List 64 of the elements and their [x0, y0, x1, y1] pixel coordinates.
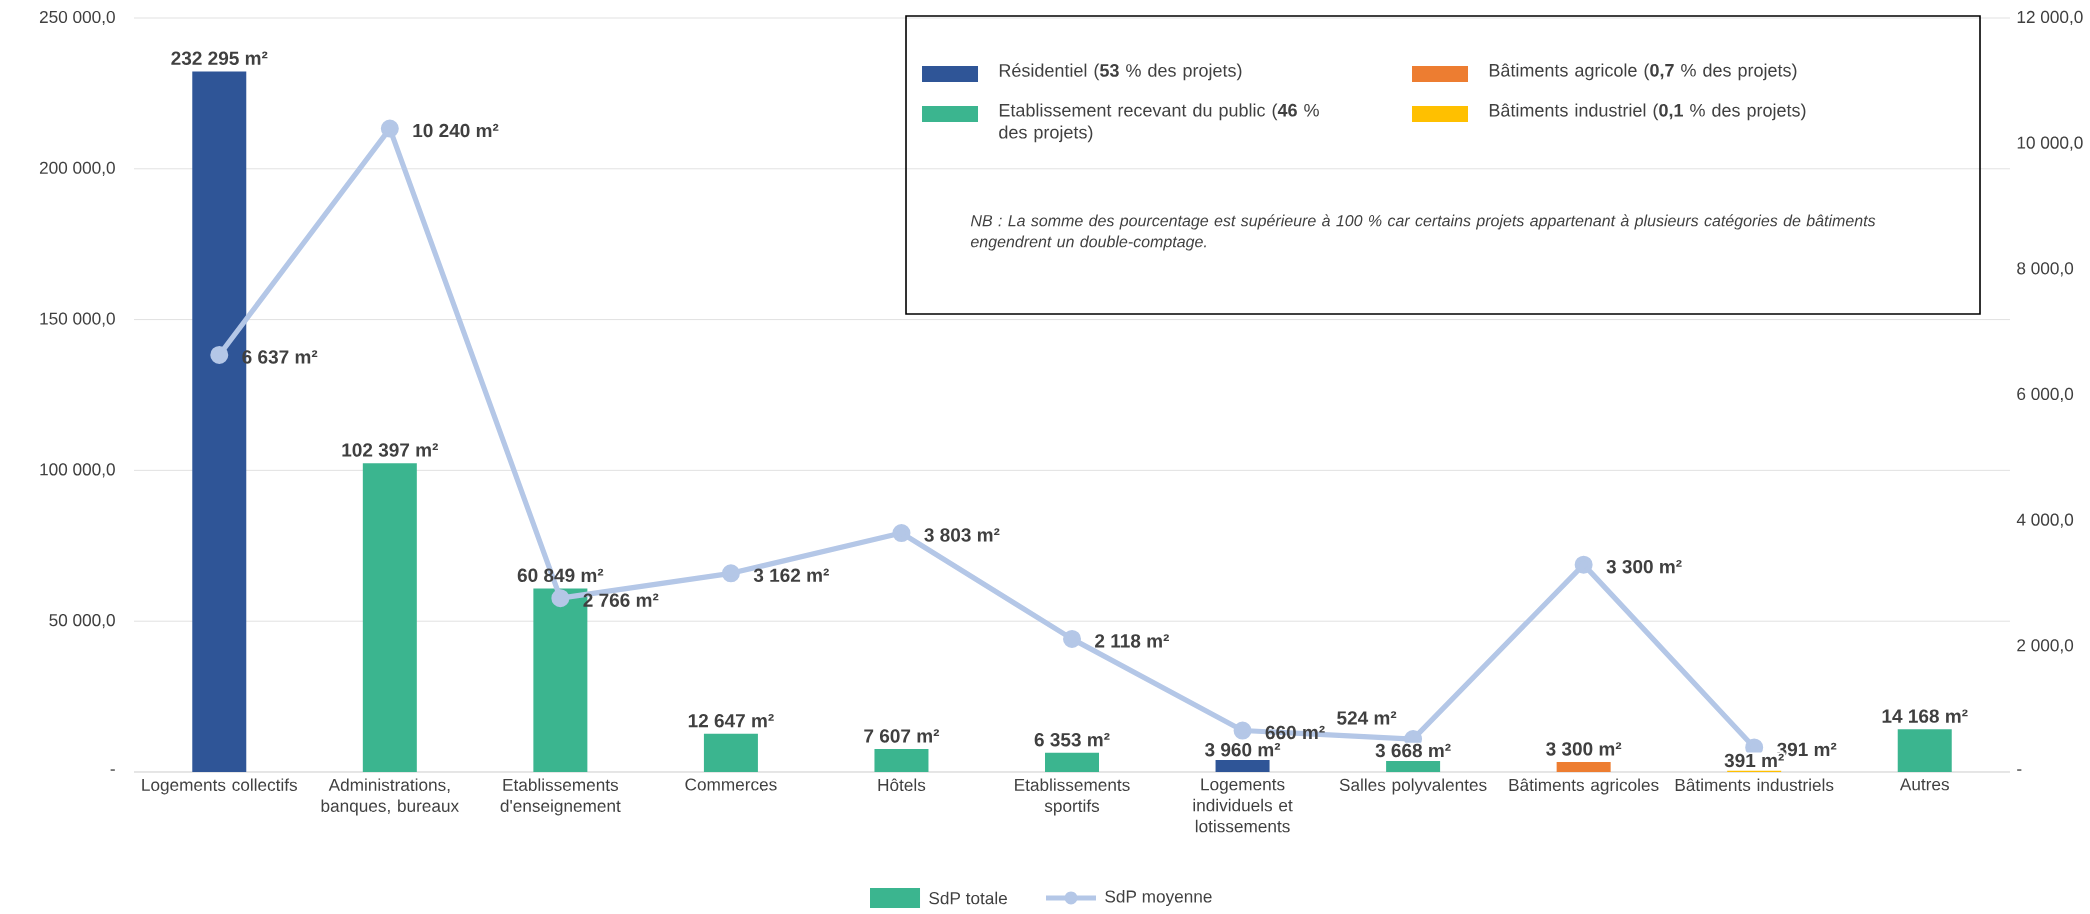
- y-tick-label: 200 000,0: [39, 161, 115, 176]
- bar: [1045, 752, 1100, 772]
- y-tick-label: 250 000,0: [39, 10, 115, 26]
- y-tick-label: -: [110, 769, 115, 771]
- bar: [1897, 729, 1952, 772]
- data-label: 3 960 m²: [1204, 742, 1281, 757]
- y2-tick-label: 10 000,0: [2017, 136, 2083, 151]
- x-tick-label: Etablissements sportifs: [1015, 778, 1130, 816]
- data-label: 60 849 m²: [517, 568, 604, 583]
- y2-tick-label: 2 000,0: [2017, 639, 2074, 654]
- annotation: NB : La somme des pourcentage est supérieure à 100 % car certains projets appartenant à plusieurs catégories de bâtiments engendrent un double-comptage.: [970, 214, 1876, 251]
- y2-tick-label: 4 000,0: [2016, 513, 2074, 528]
- data-label: 232 295 m²: [171, 51, 268, 65]
- point: [721, 564, 740, 583]
- bar: [703, 733, 758, 772]
- bar: [1215, 760, 1270, 772]
- y2-tick-label: -: [2017, 769, 2022, 771]
- x-tick-label: Logements collectifs: [142, 778, 298, 795]
- data-label: 6 353 m²: [1034, 732, 1110, 747]
- point: [1063, 629, 1082, 648]
- data-label: 3 300 m²: [1546, 742, 1622, 756]
- y-tick-label: 100 000,0: [40, 463, 115, 478]
- data-label: 12 647 m²: [688, 713, 774, 728]
- y-tick-label: 50 000,0: [49, 614, 115, 629]
- y2-tick-label: 12 000,0: [2017, 10, 2083, 26]
- legend-label: SdP totale: [929, 891, 1007, 905]
- data-label: 524 m²: [1337, 711, 1397, 725]
- point: [380, 119, 399, 138]
- data-label: 14 168 m²: [1882, 709, 1968, 723]
- data-label: 660 m²: [1265, 725, 1325, 740]
- point: [551, 589, 570, 608]
- annotation: Bâtiments agricole (0,7 % des projets): [1489, 63, 1797, 81]
- text: Etablissement recevant du public (46 % des projets): [999, 103, 1319, 143]
- y2-tick-label: 8 000,0: [2017, 262, 2074, 277]
- point: [892, 524, 911, 543]
- x-tick-label: Hôtels: [878, 778, 926, 792]
- point: [210, 345, 229, 364]
- bar: [874, 749, 929, 772]
- x-tick-label: Bâtiments agricoles: [1509, 778, 1659, 795]
- point: [1574, 555, 1593, 574]
- x-tick-label: Logements individuels et lotissements: [1193, 778, 1293, 833]
- x-tick-label: Salles polyvalentes: [1339, 778, 1487, 795]
- data-label: 102 397 m²: [342, 443, 438, 457]
- data-label: 10 240 m²: [413, 123, 499, 138]
- data-label: 3 162 m²: [753, 568, 829, 583]
- x-tick-label: Administrations, banques, bureaux: [321, 778, 459, 816]
- data-label: 3 668 m²: [1375, 743, 1451, 758]
- data-label: 7 607 m²: [864, 729, 940, 743]
- y2-tick-label: 6 000,0: [2017, 387, 2074, 403]
- annotation: Bâtiments industriel (0,1 % des projets): [1489, 103, 1806, 121]
- data-label: 3 300 m²: [1606, 559, 1682, 574]
- x-tick-label: Bâtiments industriels: [1675, 778, 1834, 792]
- point: [1233, 721, 1252, 740]
- bar: [362, 463, 417, 772]
- data-label: 2 118 m²: [1095, 634, 1169, 648]
- annotation: Résidentiel (53 % des projets): [999, 63, 1242, 81]
- x-tick-label: Autres: [1899, 778, 1949, 791]
- x-tick-label: Commerces: [685, 778, 777, 791]
- data-label: 3 803 m²: [924, 528, 1000, 542]
- bar: [1386, 760, 1441, 772]
- x-tick-label: Etablissements d'enseignement: [500, 778, 621, 816]
- bar: [1556, 762, 1611, 772]
- y-tick-label: 150 000,0: [40, 312, 115, 327]
- legend-label: SdP moyenne: [1105, 889, 1212, 907]
